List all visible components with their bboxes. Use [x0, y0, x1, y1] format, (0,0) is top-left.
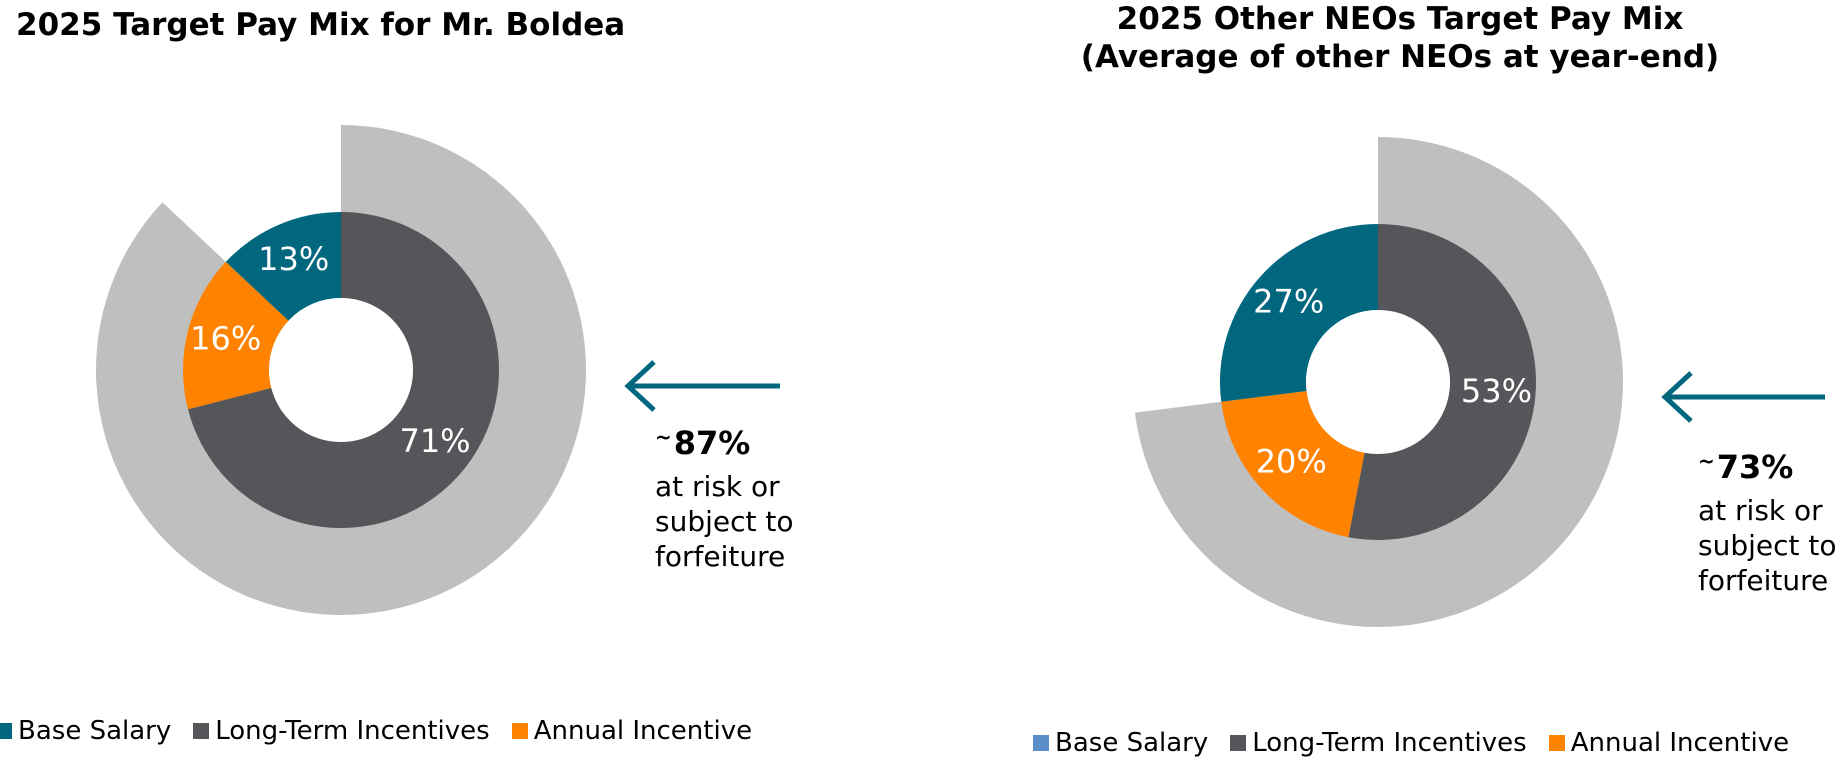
legend-item: Annual Incentive [511, 716, 753, 746]
callout-line: at risk or [1698, 494, 1823, 527]
chart-right-callout-value: ~73% [1698, 444, 1837, 485]
data-label: 71% [399, 422, 470, 460]
chart-right-title: 2025 Other NEOs Target Pay Mix (Average … [1040, 0, 1760, 76]
chart-left-callout-value: ~87% [655, 420, 794, 461]
donut-slice-long-term-incentives [187, 212, 499, 529]
legend-label: Long-Term Incentives [215, 716, 490, 746]
tilde: ~ [655, 425, 672, 449]
legend-swatch [1230, 735, 1247, 751]
callout-line: at risk or [655, 470, 780, 503]
chart-left-title: 2025 Target Pay Mix for Mr. Boldea [16, 7, 626, 43]
legend-swatch [193, 723, 210, 739]
callout-line: forfeiture [1698, 564, 1829, 597]
legend-swatch [1033, 735, 1049, 751]
at-risk-ring-slice [95, 125, 586, 615]
legend-item: Base Salary [0, 716, 171, 746]
legend-label: Base Salary [1055, 728, 1209, 758]
chart-right-title-line: (Average of other NEOs at year-end) [1080, 39, 1720, 75]
donut-slice-annual-incentive [1221, 391, 1365, 538]
data-label: 20% [1256, 442, 1327, 480]
donut-hole [269, 298, 413, 442]
legend-label: Annual Incentive [1570, 728, 1790, 758]
chart-right-legend: Base Salary Long-Term Incentives Annual … [1033, 728, 1811, 758]
data-label: 53% [1461, 372, 1532, 410]
legend-item: Long-Term Incentives [193, 716, 490, 746]
callout-line: subject to [1698, 529, 1837, 562]
legend-swatch [1548, 735, 1565, 751]
data-label: 27% [1253, 282, 1324, 320]
donut-slice-long-term-incentives [1348, 224, 1536, 540]
chart-right-arrow-icon [1661, 371, 1825, 423]
legend-item: Base Salary [1033, 728, 1208, 758]
chart-left-arrow-icon [624, 360, 780, 412]
data-label: 13% [258, 240, 329, 278]
callout-value-text: 87% [673, 424, 751, 462]
chart-left-callout: ~87% at risk or subject to forfeiture [655, 420, 794, 574]
donut-hole [1306, 310, 1450, 454]
legend-swatch [511, 723, 528, 739]
chart-right-callout: ~73% at risk or subject to forfeiture [1698, 444, 1837, 598]
tilde: ~ [1698, 449, 1715, 473]
legend-label: Base Salary [18, 716, 172, 746]
legend-label: Annual Incentive [533, 716, 753, 746]
legend-swatch [0, 723, 12, 739]
legend-item: Annual Incentive [1548, 728, 1790, 758]
chart-left-legend: Base Salary Long-Term Incentives Annual … [0, 716, 774, 746]
donut-slice-base-salary [225, 212, 341, 321]
donut-slice-annual-incentive [183, 261, 289, 410]
legend-item: Long-Term Incentives [1230, 728, 1527, 758]
callout-line: forfeiture [655, 540, 786, 573]
legend-label: Long-Term Incentives [1252, 728, 1527, 758]
callout-value-text: 73% [1716, 448, 1794, 486]
callout-line: subject to [655, 505, 794, 538]
donut-slice-base-salary [1220, 224, 1378, 402]
chart-right-title-line: 2025 Other NEOs Target Pay Mix [1116, 1, 1684, 37]
data-label: 16% [190, 319, 261, 357]
